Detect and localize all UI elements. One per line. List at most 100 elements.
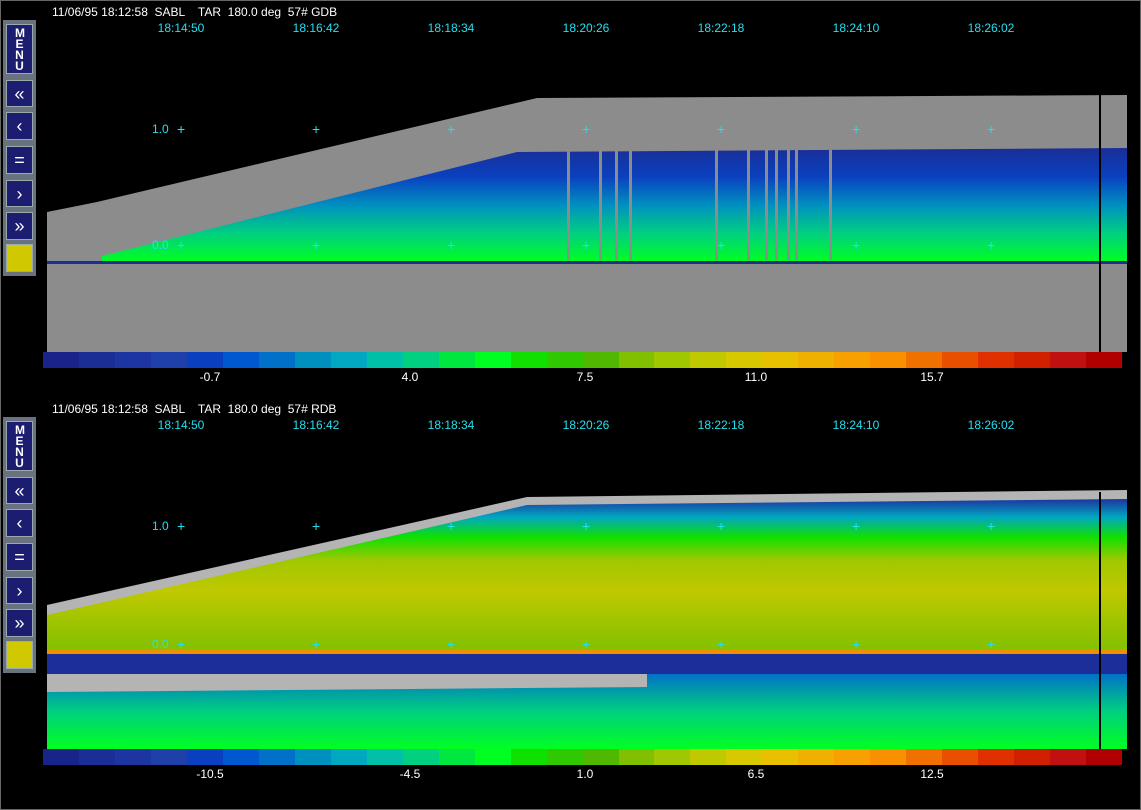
colorbar-swatch bbox=[150, 749, 187, 765]
radar-image bbox=[47, 490, 1127, 749]
grid-cross-icon: + bbox=[987, 237, 996, 253]
step-back-button[interactable]: ‹ bbox=[6, 112, 33, 140]
colorbar-swatch bbox=[654, 352, 691, 368]
colorbar-swatch bbox=[654, 749, 691, 765]
fast-forward-button[interactable]: » bbox=[6, 609, 33, 637]
colorbar-swatch bbox=[1050, 749, 1087, 765]
fast-forward-button[interactable]: » bbox=[6, 212, 33, 240]
colorbar-label: -0.7 bbox=[199, 370, 221, 384]
time-label: 18:18:34 bbox=[427, 418, 475, 432]
colorbar-label: 11.0 bbox=[744, 370, 768, 384]
colorbar-swatch bbox=[690, 749, 727, 765]
time-label: 18:20:26 bbox=[562, 21, 610, 35]
colorbar-swatch bbox=[978, 352, 1015, 368]
colorbar-swatch bbox=[618, 749, 655, 765]
colorbar-swatch bbox=[1014, 352, 1051, 368]
grid-cross-icon: + bbox=[312, 636, 321, 652]
colorbar-swatch bbox=[906, 352, 943, 368]
colorbar-swatch bbox=[366, 749, 403, 765]
grid-cross-icon: + bbox=[717, 518, 726, 534]
panel-header: 11/06/95 18:12:58 SABL TAR 180.0 deg 57#… bbox=[52, 5, 338, 19]
colorbar-swatch bbox=[43, 352, 79, 368]
time-label: 18:16:42 bbox=[292, 21, 340, 35]
colorbar-label: 15.7 bbox=[920, 370, 944, 384]
colorbar-swatch bbox=[78, 749, 115, 765]
colorbar-swatch bbox=[438, 352, 475, 368]
time-label: 18:22:18 bbox=[697, 418, 745, 432]
colorbar-swatch bbox=[870, 749, 907, 765]
color-select-button[interactable] bbox=[6, 244, 33, 272]
colorbar-swatch bbox=[726, 352, 763, 368]
colorbar-swatch bbox=[222, 352, 259, 368]
grid-cross-icon: + bbox=[987, 121, 996, 137]
colorbar-label: 1.0 bbox=[576, 767, 594, 781]
fast-rewind-button[interactable]: « bbox=[6, 477, 33, 504]
colorbar-swatch bbox=[618, 352, 655, 368]
grid-cross-icon: + bbox=[447, 237, 456, 253]
colorbar-swatch bbox=[258, 749, 295, 765]
colorbar-swatch bbox=[474, 352, 511, 368]
time-label: 18:26:02 bbox=[967, 418, 1015, 432]
menu-button[interactable]: MENU bbox=[6, 421, 33, 471]
colorbar-swatch bbox=[1050, 352, 1087, 368]
grid-cross-icon: + bbox=[582, 636, 591, 652]
radar-image bbox=[47, 95, 1127, 352]
colorbar-swatch bbox=[438, 749, 475, 765]
step-back-button[interactable]: ‹ bbox=[6, 509, 33, 537]
colorbar-swatch bbox=[1086, 749, 1123, 765]
y-axis-label: 0.0 bbox=[152, 238, 169, 252]
grid-cross-icon: + bbox=[312, 518, 321, 534]
grid-cross-icon: + bbox=[852, 636, 861, 652]
colorbar-swatch bbox=[78, 352, 115, 368]
colorbar-swatch bbox=[546, 352, 583, 368]
grid-cross-icon: + bbox=[852, 121, 861, 137]
grid-cross-icon: + bbox=[852, 237, 861, 253]
colorbar-swatch bbox=[546, 749, 583, 765]
colorbar bbox=[43, 352, 1123, 368]
panel-header: 11/06/95 18:12:58 SABL TAR 180.0 deg 57#… bbox=[52, 402, 337, 416]
grid-cross-icon: + bbox=[582, 121, 591, 137]
colorbar-swatch bbox=[294, 749, 331, 765]
colorbar-swatch bbox=[582, 352, 619, 368]
colorbar-swatch bbox=[402, 352, 439, 368]
grid-cross-icon: + bbox=[447, 518, 456, 534]
colorbar-swatch bbox=[474, 749, 511, 765]
grid-cross-icon: + bbox=[987, 518, 996, 534]
fast-rewind-button[interactable]: « bbox=[6, 80, 33, 107]
grid-cross-icon: + bbox=[177, 636, 186, 652]
grid-cross-icon: + bbox=[717, 636, 726, 652]
grid-cross-icon: + bbox=[177, 121, 186, 137]
colorbar-swatch bbox=[150, 352, 187, 368]
grid-cross-icon: + bbox=[717, 121, 726, 137]
color-select-button[interactable] bbox=[6, 641, 33, 669]
step-forward-button[interactable]: › bbox=[6, 180, 33, 207]
menu-button[interactable]: MENU bbox=[6, 24, 33, 74]
colorbar-swatch bbox=[834, 352, 871, 368]
colorbar-swatch bbox=[762, 749, 799, 765]
colorbar-swatch bbox=[186, 352, 223, 368]
y-axis-label: 0.0 bbox=[152, 637, 169, 651]
colorbar-label: 4.0 bbox=[401, 370, 419, 384]
step-forward-button[interactable]: › bbox=[6, 577, 33, 604]
colorbar-swatch bbox=[402, 749, 439, 765]
colorbar-swatch bbox=[186, 749, 223, 765]
pause-button[interactable]: = bbox=[6, 543, 33, 571]
grid-cross-icon: + bbox=[312, 237, 321, 253]
time-label: 18:22:18 bbox=[697, 21, 745, 35]
colorbar-label: -4.5 bbox=[399, 767, 421, 781]
colorbar-swatch bbox=[942, 352, 979, 368]
time-label: 18:14:50 bbox=[157, 21, 205, 35]
colorbar-swatch bbox=[222, 749, 259, 765]
grid-cross-icon: + bbox=[852, 518, 861, 534]
time-label: 18:26:02 bbox=[967, 21, 1015, 35]
colorbar-swatch bbox=[942, 749, 979, 765]
time-label: 18:20:26 bbox=[562, 418, 610, 432]
colorbar-swatch bbox=[114, 352, 151, 368]
grid-cross-icon: + bbox=[582, 237, 591, 253]
colorbar-swatch bbox=[798, 352, 835, 368]
grid-cross-icon: + bbox=[177, 237, 186, 253]
colorbar bbox=[43, 749, 1123, 765]
time-label: 18:18:34 bbox=[427, 21, 475, 35]
colorbar-swatch bbox=[330, 352, 367, 368]
pause-button[interactable]: = bbox=[6, 146, 33, 174]
